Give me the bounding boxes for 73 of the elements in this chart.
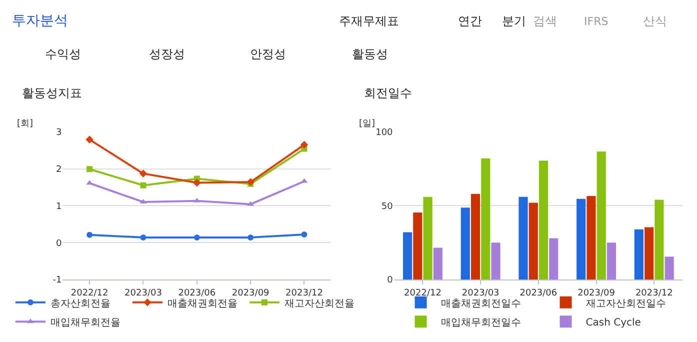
x-tick-label: 2023/09 (232, 288, 270, 298)
y-tick-label: 100 (376, 128, 394, 138)
text: 주재무제표 (339, 14, 399, 28)
y-tick-label: 1 (56, 202, 62, 212)
bar (549, 238, 558, 280)
bar (491, 242, 500, 280)
point (86, 232, 93, 238)
point (300, 140, 308, 149)
chart-title: 활동성지표 (22, 86, 82, 100)
y-tick-label: 50 (381, 202, 394, 212)
legend-label: 재고자산회전일수 (586, 298, 666, 310)
legend-label: 매입채무회전율 (50, 318, 120, 329)
x-tick-label: 2022/12 (404, 288, 442, 298)
text: 분기 (502, 14, 526, 28)
legend-label: 매출채권회전율 (167, 298, 238, 310)
y-tick-label: 2 (56, 164, 62, 175)
bar (423, 196, 432, 280)
text: 검색 (533, 14, 557, 28)
point (193, 178, 201, 187)
bar (644, 227, 654, 280)
point (140, 182, 146, 188)
bar (413, 212, 422, 280)
bar (518, 196, 528, 280)
bar (586, 196, 596, 280)
legend-label: 매출채권회전일수 (440, 298, 521, 310)
point (194, 234, 200, 240)
point (246, 178, 254, 186)
x-tick-label: 2023/06 (178, 288, 216, 298)
bar (654, 200, 664, 280)
y-axis-title: [회] (17, 119, 34, 129)
x-tick-label: 2023/12 (286, 288, 323, 298)
bar (470, 194, 480, 280)
chart-title: 회전일수 (364, 86, 412, 100)
point (301, 232, 308, 238)
bar (634, 229, 644, 280)
text: 투자분석 (12, 13, 68, 29)
legend-label: 매입채무회전일수 (440, 318, 521, 329)
x-tick-label: 2023/12 (635, 288, 673, 298)
x-tick-label: 2023/06 (520, 288, 558, 298)
y-axis-title: [일] (359, 119, 376, 129)
x-tick-label: 2023/03 (124, 288, 162, 298)
y-tick-label: 0 (56, 238, 62, 249)
bar (481, 158, 490, 280)
legend-label: 재고자산회전율 (284, 298, 354, 310)
text: 성장성 (149, 47, 185, 61)
bar (596, 151, 606, 280)
y-tick-label: -1 (52, 276, 62, 286)
x-tick-label: 2023/03 (462, 288, 500, 298)
y-tick-label: 3 (56, 128, 62, 138)
bar (528, 202, 538, 280)
point (139, 170, 148, 178)
x-tick-label: 2022/12 (70, 288, 108, 298)
bar (433, 248, 442, 280)
point (86, 166, 93, 172)
legend-label: Cash Cycle (586, 318, 641, 329)
x-tick-label: 2023/09 (578, 288, 616, 298)
text: 안정성 (250, 47, 286, 61)
bar (402, 232, 412, 280)
point (248, 234, 254, 240)
text: 수익성 (45, 47, 81, 61)
bar (576, 198, 586, 280)
bar (606, 242, 616, 280)
y-tick-label: 0 (387, 276, 394, 286)
bar (538, 160, 548, 280)
text: 산식 (643, 14, 667, 28)
point (140, 234, 146, 240)
text: 활동성 (352, 47, 388, 61)
point (86, 136, 94, 144)
legend-label: 총자산회전율 (50, 298, 110, 310)
bar (664, 256, 674, 280)
text: 연간 (458, 14, 482, 28)
text: IFRS (584, 15, 608, 28)
bar (460, 208, 470, 280)
